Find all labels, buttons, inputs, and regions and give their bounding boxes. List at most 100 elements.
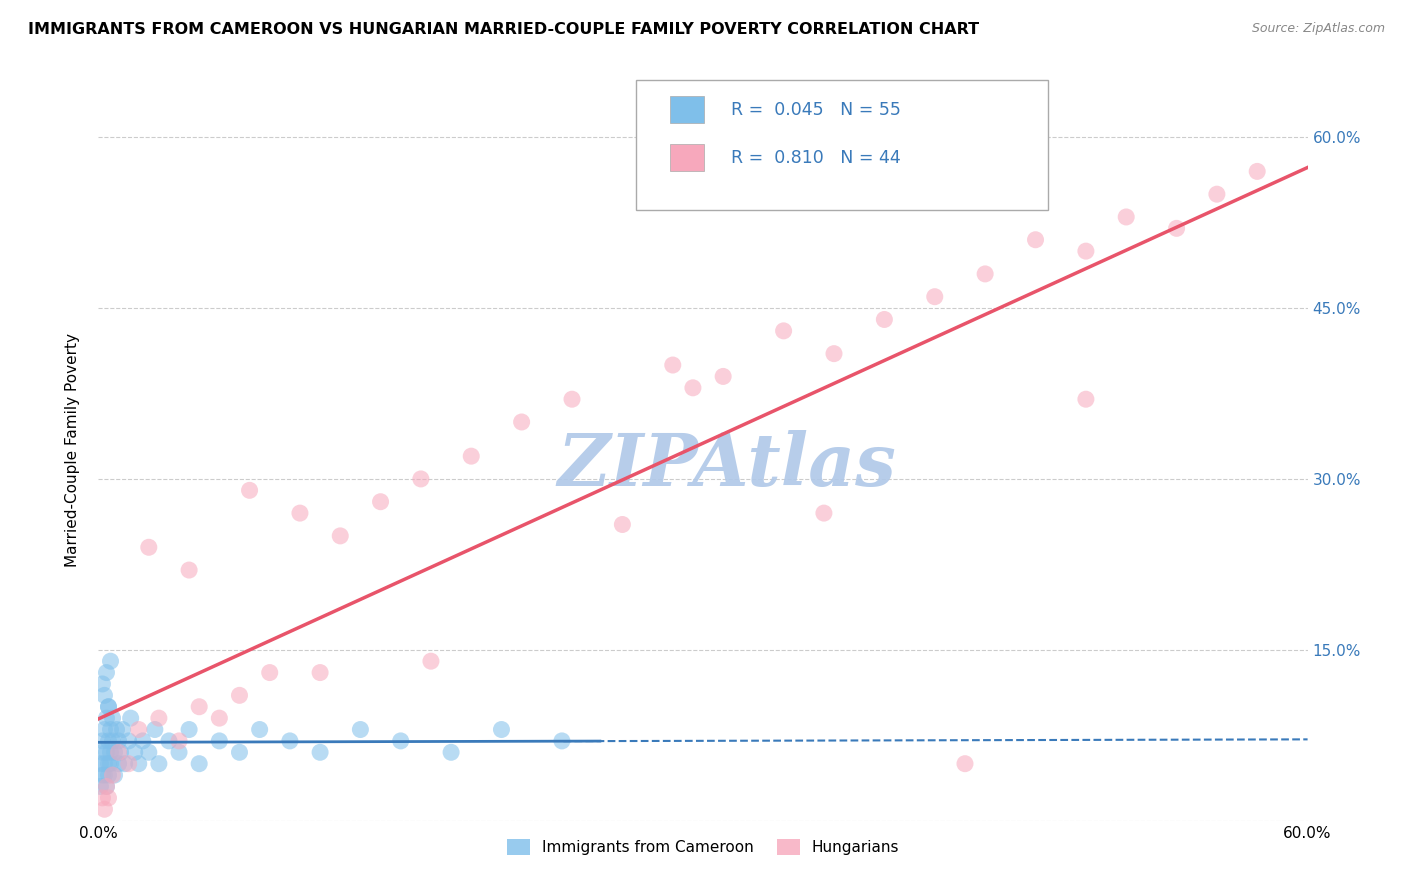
Point	[491, 723, 513, 737]
Point	[103, 768, 125, 782]
Point	[188, 756, 211, 771]
Text: R =  0.810   N = 44: R = 0.810 N = 44	[731, 149, 901, 167]
Point	[1074, 244, 1097, 259]
Point	[101, 734, 124, 748]
Point	[953, 756, 976, 771]
Point	[138, 745, 160, 759]
Point	[239, 483, 262, 498]
Point	[91, 677, 114, 691]
Point	[1074, 392, 1097, 407]
Point	[309, 745, 332, 759]
Point	[96, 745, 118, 759]
Point	[1025, 233, 1047, 247]
Point	[103, 745, 125, 759]
Point	[128, 756, 150, 771]
Point	[97, 699, 120, 714]
Point	[510, 415, 533, 429]
Point	[89, 756, 111, 771]
Point	[107, 756, 129, 771]
Point	[561, 392, 583, 407]
Text: IMMIGRANTS FROM CAMEROON VS HUNGARIAN MARRIED-COUPLE FAMILY POVERTY CORRELATION : IMMIGRANTS FROM CAMEROON VS HUNGARIAN MA…	[28, 22, 979, 37]
Point	[97, 768, 120, 782]
Point	[682, 381, 704, 395]
Point	[148, 711, 170, 725]
Point	[288, 506, 311, 520]
Point	[110, 745, 132, 759]
Text: ZIPAtlas: ZIPAtlas	[558, 430, 897, 500]
Text: R =  0.045   N = 55: R = 0.045 N = 55	[731, 101, 901, 119]
Point	[349, 723, 371, 737]
Point	[813, 506, 835, 520]
Point	[100, 723, 122, 737]
Point	[105, 723, 128, 737]
Point	[1166, 221, 1188, 235]
Point	[1246, 164, 1268, 178]
Point	[157, 734, 180, 748]
Point	[612, 517, 634, 532]
Point	[873, 312, 896, 326]
Point	[101, 768, 124, 782]
Point	[93, 723, 115, 737]
Point	[309, 665, 332, 680]
Point	[93, 756, 115, 771]
Point	[179, 563, 201, 577]
Point	[93, 689, 115, 703]
Point	[1206, 187, 1229, 202]
Point	[97, 790, 120, 805]
Point	[329, 529, 352, 543]
Point	[974, 267, 997, 281]
Point	[89, 780, 111, 794]
Point	[101, 711, 124, 725]
Point	[389, 734, 412, 748]
Point	[167, 734, 190, 748]
Point	[96, 780, 118, 794]
Point	[118, 756, 141, 771]
Y-axis label: Married-Couple Family Poverty: Married-Couple Family Poverty	[65, 334, 80, 567]
Point	[91, 768, 114, 782]
Point	[148, 756, 170, 771]
Point	[100, 756, 122, 771]
Point	[138, 541, 160, 555]
Point	[370, 494, 392, 508]
Point	[259, 665, 281, 680]
Point	[143, 723, 166, 737]
Point	[118, 734, 141, 748]
Point	[420, 654, 443, 668]
Point	[97, 734, 120, 748]
Point	[179, 723, 201, 737]
FancyBboxPatch shape	[637, 80, 1047, 210]
Point	[120, 711, 142, 725]
Point	[96, 711, 118, 725]
Point	[409, 472, 432, 486]
Point	[228, 745, 250, 759]
Point	[97, 699, 120, 714]
Point	[823, 346, 845, 360]
Point	[97, 756, 120, 771]
Point	[96, 780, 118, 794]
Point	[100, 654, 122, 668]
Point	[772, 324, 794, 338]
Point	[249, 723, 271, 737]
Point	[93, 768, 115, 782]
Point	[228, 689, 250, 703]
Point	[208, 734, 231, 748]
Point	[100, 745, 122, 759]
Point	[188, 699, 211, 714]
Point	[208, 711, 231, 725]
Text: Source: ZipAtlas.com: Source: ZipAtlas.com	[1251, 22, 1385, 36]
Point	[91, 745, 114, 759]
Point	[551, 734, 574, 748]
Point	[278, 734, 301, 748]
Point	[111, 723, 134, 737]
Point	[711, 369, 734, 384]
Point	[91, 734, 114, 748]
Point	[167, 745, 190, 759]
Point	[107, 734, 129, 748]
Point	[91, 790, 114, 805]
Point	[96, 665, 118, 680]
Point	[661, 358, 683, 372]
Legend: Immigrants from Cameroon, Hungarians: Immigrants from Cameroon, Hungarians	[501, 833, 905, 861]
Point	[132, 734, 155, 748]
Point	[114, 756, 136, 771]
Point	[124, 745, 146, 759]
